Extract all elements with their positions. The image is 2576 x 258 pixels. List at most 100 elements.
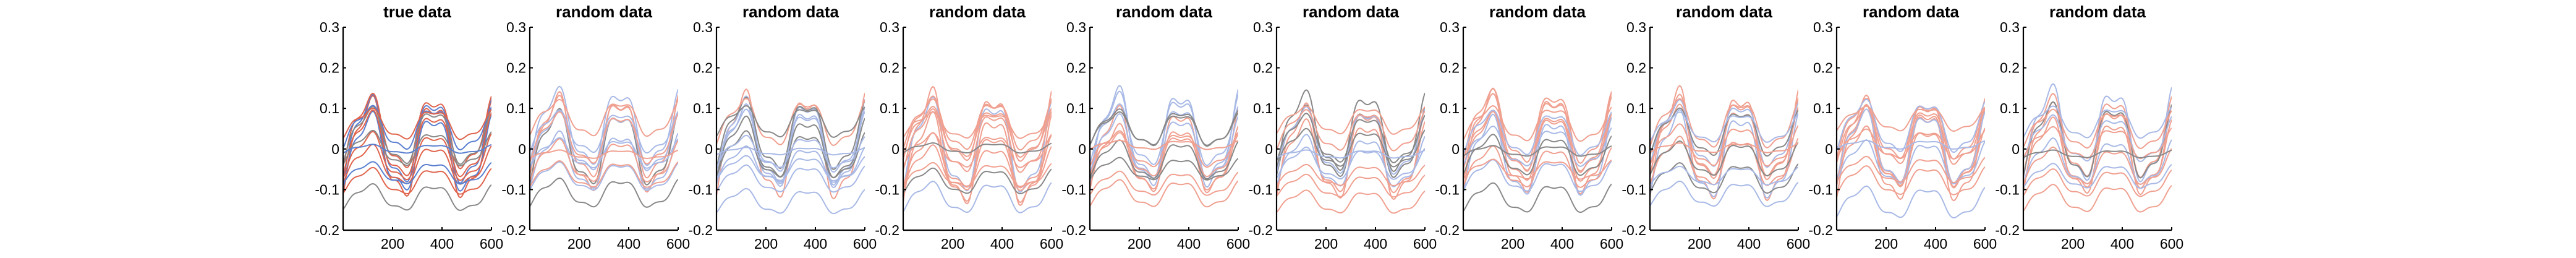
series-group [1463, 87, 1612, 213]
panel-7: random data 0.3 0.2 0.1 0 -0.1 -0.2 200 400 600 [1435, 2, 1623, 252]
y-tick-label: -0.1 [1061, 181, 1086, 197]
series-line-14 [1837, 105, 1985, 132]
series-line-10 [530, 137, 678, 169]
series-line-12 [1463, 182, 1612, 213]
panel-8: random data 0.3 0.2 0.1 0 -0.1 -0.2 200 400 600 [1622, 2, 1810, 252]
panel-title: true data [383, 2, 451, 21]
y-tick-label: 0 [518, 141, 526, 157]
y-tick-label: 0.3 [506, 19, 526, 35]
series-line-12 [2023, 184, 2172, 213]
x-tick-label: 200 [2061, 236, 2085, 252]
series-line-15 [343, 144, 491, 154]
y-tick-label: -0.1 [1622, 181, 1646, 197]
series-line-14 [903, 111, 1052, 139]
series-line-14 [2023, 105, 2172, 139]
series-group [530, 85, 678, 208]
y-tick-label: 0.1 [1253, 100, 1273, 116]
y-tick-label: -0.1 [1808, 181, 1833, 197]
panel-5: random data 0.3 0.2 0.1 0 -0.1 -0.2 200 400 600 [1061, 2, 1250, 252]
series-line-10 [1837, 128, 1985, 160]
series-line-9 [903, 144, 1052, 191]
x-tick-label: 600 [1787, 236, 1810, 252]
series-line-5 [343, 109, 491, 178]
y-tick-label: 0.3 [1813, 19, 1833, 35]
y-tick-label: -0.2 [501, 222, 526, 238]
x-tick-label: 200 [381, 236, 404, 252]
y-tick-label: -0.2 [315, 222, 339, 238]
series-line-6 [1463, 110, 1612, 172]
panel-4: random data 0.3 0.2 0.1 0 -0.1 -0.2 200 400 600 [875, 2, 1063, 252]
series-line-6 [1650, 107, 1798, 157]
x-tick-label: 600 [1973, 236, 1997, 252]
y-tick-label: 0.2 [1440, 60, 1460, 76]
x-tick-label: 600 [480, 236, 503, 252]
panel-title: random data [929, 2, 1026, 21]
panel-title: random data [1863, 2, 1960, 21]
x-tick-label: 400 [617, 236, 640, 252]
panel-10: random data 0.3 0.2 0.1 0 -0.1 -0.2 200 400 600 [1995, 2, 2183, 252]
series-line-11 [2023, 168, 2172, 197]
panel-3: random data 0.3 0.2 0.1 0 -0.1 -0.2 200 400 600 [688, 2, 877, 252]
x-tick-label: 400 [1737, 236, 1761, 252]
series-line-9 [530, 138, 678, 183]
series-line-8 [1463, 110, 1612, 156]
series-line-10 [903, 132, 1052, 168]
y-tick-label: 0.3 [693, 19, 713, 35]
series-line-13 [1650, 165, 1798, 186]
series-line-5 [716, 115, 865, 178]
panel-title: random data [1303, 2, 1400, 21]
panel-title: random data [1676, 2, 1773, 21]
series-line-15 [1837, 139, 1985, 150]
y-tick-label: 0.1 [1626, 100, 1646, 116]
y-tick-label: -0.2 [875, 222, 899, 238]
x-tick-label: 400 [430, 236, 454, 252]
x-tick-label: 600 [1226, 236, 1250, 252]
series-group [343, 92, 491, 211]
series-line-11 [903, 167, 1052, 194]
y-tick-label: 0.1 [320, 100, 339, 116]
y-tick-label: 0.2 [320, 60, 339, 76]
series-line-14 [1650, 111, 1798, 143]
panel-6: random data 0.3 0.2 0.1 0 -0.1 -0.2 200 400 600 [1248, 2, 1437, 252]
y-tick-label: -0.1 [501, 181, 526, 197]
series-line-4 [903, 111, 1052, 204]
series-line-6 [2023, 114, 2172, 163]
series-line-8 [1277, 109, 1425, 152]
panel-title: random data [1489, 2, 1586, 21]
y-tick-label: 0.2 [880, 60, 899, 76]
series-line-13 [1090, 157, 1238, 181]
y-tick-label: -0.2 [1808, 222, 1833, 238]
series-group [1277, 89, 1425, 214]
panel-2: random data 0.3 0.2 0.1 0 -0.1 -0.2 200 400 600 [501, 2, 690, 252]
series-line-14 [1090, 111, 1238, 146]
y-tick-label: 0.3 [1626, 19, 1646, 35]
y-tick-label: 0.2 [506, 60, 526, 76]
y-tick-label: 0.3 [1253, 19, 1273, 35]
y-tick-label: -0.2 [688, 222, 713, 238]
x-tick-label: 400 [1364, 236, 1387, 252]
y-tick-label: 0.2 [1253, 60, 1273, 76]
x-tick-label: 400 [1177, 236, 1201, 252]
y-tick-label: 0 [705, 141, 713, 157]
series-line-4 [1277, 118, 1425, 194]
y-tick-label: 0.3 [1440, 19, 1460, 35]
panel-title: random data [742, 2, 840, 21]
series-line-4 [1650, 109, 1798, 199]
x-tick-label: 600 [2160, 236, 2183, 252]
x-tick-label: 400 [804, 236, 827, 252]
series-line-15 [530, 149, 678, 159]
series-line-7 [2023, 137, 2172, 185]
x-tick-label: 600 [853, 236, 877, 252]
series-line-12 [1837, 185, 1985, 218]
y-tick-label: -0.2 [1622, 222, 1646, 238]
series-line-12 [903, 181, 1052, 213]
series-line-13 [903, 161, 1052, 187]
series-group [903, 85, 1052, 213]
series-line-9 [343, 144, 491, 185]
x-tick-label: 200 [1688, 236, 1711, 252]
y-tick-label: 0.1 [1066, 100, 1086, 116]
series-line-5 [903, 108, 1052, 173]
panel-1: true data 0.3 0.2 0.1 0 -0.1 -0.2 200 400 600 [315, 2, 503, 252]
y-tick-label: -0.2 [1061, 222, 1086, 238]
y-tick-label: -0.2 [1995, 222, 2020, 238]
